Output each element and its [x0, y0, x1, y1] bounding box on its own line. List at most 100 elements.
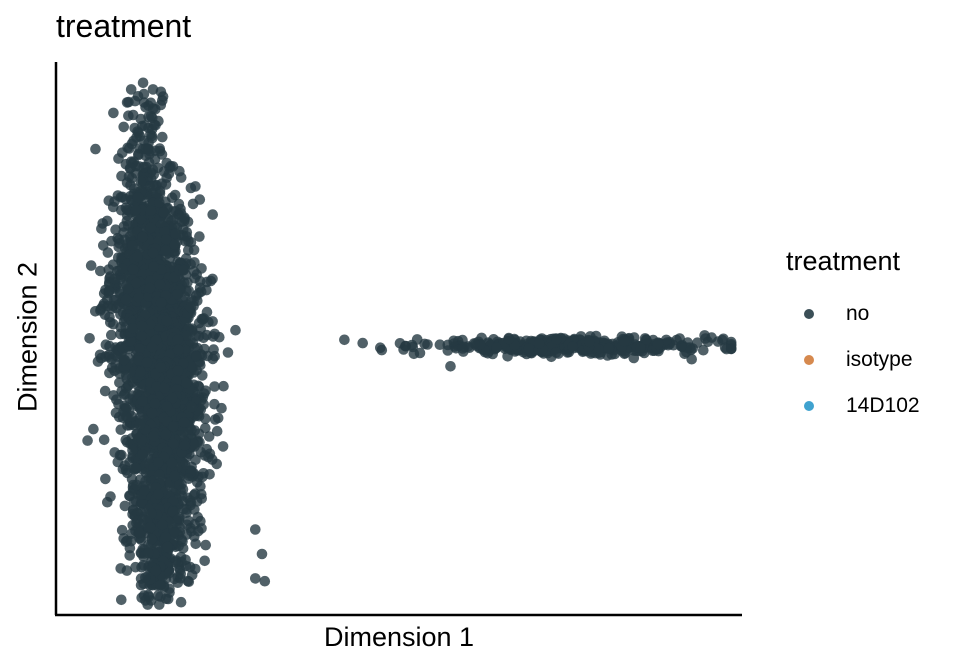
data-point [164, 567, 175, 579]
data-point [189, 272, 200, 284]
data-point [140, 595, 151, 606]
legend-key-14d102 [804, 401, 814, 411]
data-point [120, 294, 132, 306]
data-point [138, 88, 150, 100]
data-point [717, 334, 728, 346]
data-point [191, 351, 202, 362]
data-point [115, 424, 127, 436]
data-point [127, 323, 139, 334]
data-point [503, 333, 514, 345]
data-point [197, 370, 208, 381]
data-point [172, 571, 184, 583]
data-point [183, 285, 194, 297]
data-point [99, 385, 111, 397]
data-point [149, 398, 161, 409]
data-point [698, 344, 709, 356]
data-point [115, 321, 127, 333]
data-point [95, 265, 106, 277]
data-point [136, 330, 147, 342]
data-point [118, 389, 130, 401]
data-point [100, 473, 111, 485]
data-point [674, 333, 685, 344]
data-point [130, 462, 142, 474]
data-point [209, 381, 220, 392]
data-point [109, 365, 120, 377]
data-point [167, 438, 179, 450]
data-point [218, 380, 229, 392]
data-point [200, 385, 211, 397]
data-point [457, 334, 468, 346]
data-point [195, 286, 207, 297]
data-point [141, 357, 153, 368]
data-point [118, 121, 129, 133]
data-point [146, 342, 158, 353]
legend-key-isotype [804, 355, 814, 365]
data-point [199, 450, 211, 461]
data-point [700, 333, 711, 344]
data-point [196, 493, 207, 504]
data-point [88, 423, 99, 435]
data-point [98, 240, 109, 251]
data-point [167, 506, 179, 517]
data-point [173, 513, 185, 524]
data-point [172, 365, 184, 376]
data-point [640, 334, 652, 345]
data-point [103, 264, 115, 275]
data-point [357, 337, 369, 349]
data-point [194, 231, 205, 242]
legend: treatment no isotype 14D102 [786, 246, 920, 429]
data-point [155, 362, 167, 373]
data-point [110, 224, 121, 235]
data-point [177, 536, 188, 547]
data-point [84, 333, 95, 344]
data-point [166, 192, 178, 203]
data-point [422, 339, 433, 350]
legend-label-isotype: isotype [846, 348, 913, 371]
data-point [125, 335, 136, 347]
data-point [121, 402, 132, 413]
data-point [183, 245, 194, 256]
data-point [143, 547, 154, 559]
data-point [434, 339, 446, 351]
data-point [181, 377, 192, 389]
data-point [169, 470, 180, 482]
data-point [216, 402, 227, 414]
legend-item-no: no [786, 291, 920, 337]
data-point [162, 541, 173, 553]
data-point [259, 575, 271, 587]
data-point [161, 315, 173, 327]
chart-title: treatment [56, 8, 192, 44]
data-point [147, 84, 159, 95]
data-point [211, 425, 223, 437]
x-axis-label: Dimension 1 [323, 622, 475, 652]
data-point [195, 515, 206, 527]
data-point [157, 131, 168, 143]
data-point [134, 343, 145, 355]
data-point [115, 563, 126, 574]
data-point [144, 282, 156, 294]
data-point [445, 361, 456, 372]
data-point [491, 342, 502, 354]
data-point [183, 576, 195, 587]
data-point [145, 97, 157, 109]
data-point [155, 580, 166, 591]
data-point [160, 245, 172, 256]
data-point [567, 341, 578, 352]
data-point [217, 441, 229, 452]
data-point [121, 97, 133, 108]
data-point [170, 228, 181, 239]
data-point [105, 317, 116, 328]
legend-label-14d102: 14D102 [846, 394, 920, 417]
data-point [157, 95, 168, 106]
data-point [523, 343, 535, 354]
data-point [146, 132, 158, 144]
data-point [154, 197, 165, 208]
data-point [102, 300, 114, 312]
data-point [173, 198, 185, 210]
data-point [129, 122, 140, 134]
data-point [143, 291, 155, 302]
data-point [165, 160, 176, 172]
data-point [200, 539, 211, 551]
data-point [584, 336, 595, 348]
data-point [168, 421, 179, 432]
